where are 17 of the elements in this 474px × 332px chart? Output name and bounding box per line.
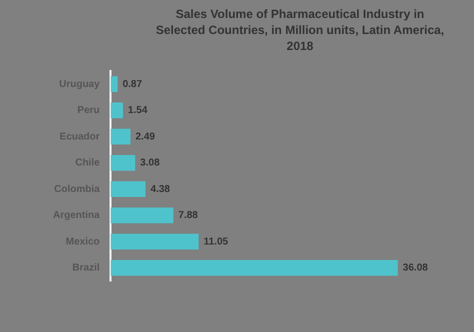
bar: [110, 155, 136, 171]
bar: [110, 102, 123, 118]
data-label: 4.38: [150, 184, 170, 195]
data-label: 3.08: [140, 158, 160, 169]
data-label: 2.49: [135, 131, 156, 142]
data-label: 11.05: [204, 236, 229, 248]
bar: [110, 181, 146, 197]
bar: [110, 76, 118, 92]
data-label: 7.88: [178, 210, 198, 222]
data-label: 1.54: [128, 105, 148, 116]
bar: [110, 208, 174, 224]
bar: [110, 234, 199, 250]
bar: [110, 128, 130, 144]
bar: [110, 260, 398, 276]
data-label: 0.87: [122, 78, 142, 90]
data-label: 36.08: [402, 262, 428, 274]
chart-title: Sales Volume of Pharmaceutical Industry in Selected Countries, in Million units, Latin America, 2018: [154, 6, 446, 54]
